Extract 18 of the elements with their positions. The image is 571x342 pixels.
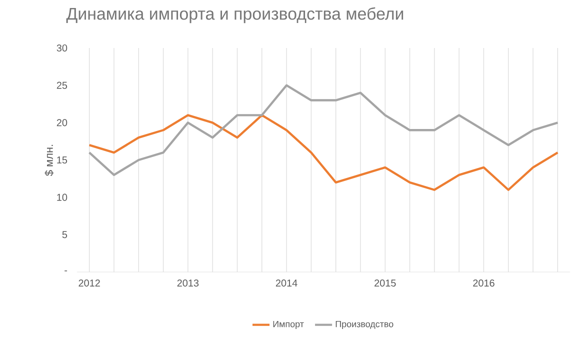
chart-title: Динамика импорта и производства мебели [66, 7, 404, 24]
y-axis-title: $ млн. [44, 144, 54, 176]
line-series [88, 114, 559, 191]
line-series [88, 84, 559, 176]
x-tick-label: 2015 [374, 280, 396, 287]
y-tick-label: 20 [56, 119, 68, 126]
y-tick-label: - [64, 270, 68, 272]
y-tick-label: 25 [56, 82, 68, 89]
y-tick-label: 5 [62, 231, 68, 238]
legend-label: Производство [336, 320, 394, 330]
legend-label: Импорт [273, 320, 304, 330]
x-tick-label: 2014 [276, 280, 298, 287]
x-tick-label: 2012 [78, 280, 100, 287]
y-tick-label: 10 [57, 194, 68, 201]
y-tick-label: 15 [57, 156, 68, 164]
y-tick-label: 30 [56, 44, 68, 52]
x-tick-label: 2016 [473, 280, 494, 287]
x-tick-label: 2013 [177, 280, 199, 287]
